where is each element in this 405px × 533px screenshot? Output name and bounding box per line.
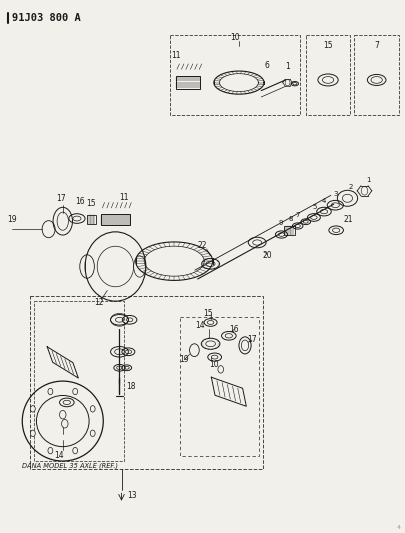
Bar: [30, 296, 263, 469]
Circle shape: [73, 447, 78, 454]
Bar: [34, 301, 124, 461]
Text: 14: 14: [54, 451, 64, 460]
Text: 11: 11: [119, 193, 128, 201]
Text: 19: 19: [7, 215, 17, 224]
Circle shape: [30, 430, 35, 437]
Circle shape: [73, 389, 78, 395]
Text: 4: 4: [397, 525, 401, 530]
Text: 20: 20: [262, 252, 272, 260]
Text: 19: 19: [179, 356, 189, 364]
Text: 21: 21: [343, 215, 353, 224]
Text: 1: 1: [366, 177, 371, 183]
Circle shape: [90, 406, 95, 412]
Bar: [170, 35, 300, 115]
Text: 17: 17: [247, 335, 257, 344]
Text: 10: 10: [230, 33, 240, 42]
Bar: [176, 76, 200, 89]
Text: 6: 6: [265, 61, 270, 69]
Text: 17: 17: [56, 195, 66, 203]
Bar: [180, 317, 259, 456]
Text: 7: 7: [296, 212, 301, 219]
Text: 16: 16: [229, 325, 239, 334]
Circle shape: [90, 430, 95, 437]
Text: 16: 16: [75, 197, 85, 206]
Text: 9: 9: [278, 220, 283, 226]
Text: 13: 13: [128, 491, 137, 500]
Text: 15: 15: [323, 41, 333, 50]
Text: 1: 1: [285, 62, 290, 71]
Text: 8: 8: [288, 215, 293, 222]
Text: 7: 7: [374, 41, 379, 50]
Bar: [306, 35, 350, 115]
Text: 91J03 800 A: 91J03 800 A: [12, 13, 81, 23]
Text: 4: 4: [322, 198, 326, 204]
Text: DANA MODEL 35 AXLE (REF.): DANA MODEL 35 AXLE (REF.): [22, 462, 118, 469]
Circle shape: [48, 447, 53, 454]
Text: 15: 15: [203, 309, 213, 318]
Bar: [354, 35, 399, 115]
Text: 18: 18: [126, 382, 136, 391]
Text: 14: 14: [196, 321, 205, 329]
Circle shape: [48, 389, 53, 395]
Text: 3: 3: [334, 191, 339, 197]
Text: 12: 12: [94, 298, 104, 307]
Bar: [101, 214, 130, 225]
Bar: [284, 226, 295, 235]
Bar: [87, 215, 96, 224]
Text: 11: 11: [171, 52, 181, 60]
Text: 5: 5: [312, 204, 316, 210]
Text: 15: 15: [86, 199, 96, 208]
Text: 2: 2: [348, 183, 352, 190]
Text: 10: 10: [209, 360, 219, 368]
Text: 22: 22: [198, 241, 207, 249]
Circle shape: [30, 406, 35, 412]
